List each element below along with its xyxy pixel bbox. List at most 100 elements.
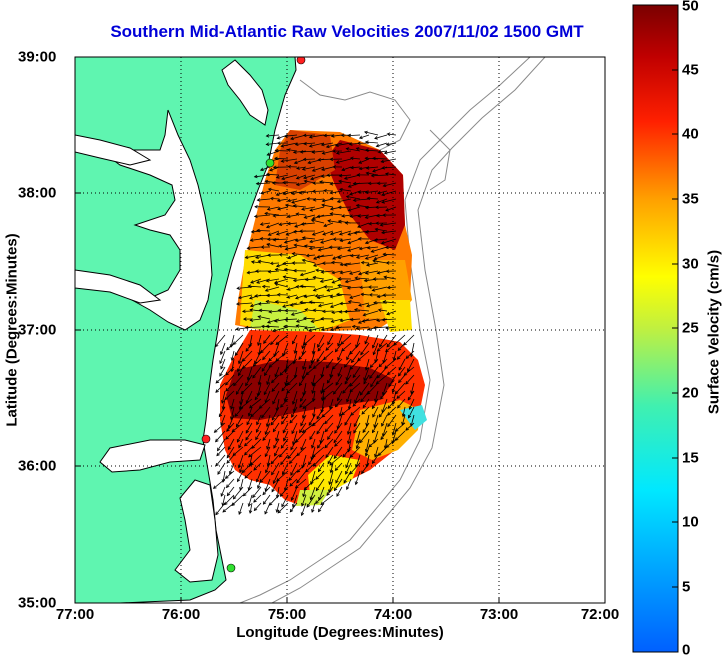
velocity-arrow-head	[405, 355, 410, 359]
velocity-arrow	[300, 390, 307, 402]
velocity-arrow	[299, 398, 307, 408]
velocity-arrow	[410, 342, 415, 357]
colorbar-ticks	[672, 69, 678, 588]
velocity-arrow	[387, 133, 397, 136]
velocity-arrow-head	[357, 320, 362, 324]
velocity-arrow-head	[401, 413, 406, 418]
velocity-arrow	[313, 309, 325, 312]
velocity-arrow	[319, 181, 334, 184]
velocity-arrow	[311, 446, 316, 460]
velocity-arrow	[284, 318, 298, 321]
velocity-arrow	[384, 150, 397, 154]
velocity-arrow	[233, 334, 244, 345]
velocity-arrow	[261, 325, 271, 328]
velocity-arrow	[231, 358, 235, 372]
velocity-arrow	[238, 350, 244, 364]
velocity-arrow-head	[335, 160, 340, 164]
velocity-arrow	[355, 454, 361, 468]
velocity-arrow-head	[277, 509, 282, 514]
velocity-arrow-head	[278, 244, 283, 249]
velocity-arrow-head	[250, 229, 255, 234]
velocity-arrow	[384, 358, 397, 369]
james-river	[75, 269, 162, 304]
velocity-arrow-head	[323, 133, 327, 138]
velocity-arrow-head	[235, 423, 240, 428]
velocity-arrow-head	[355, 255, 360, 259]
velocity-arrow	[226, 486, 235, 496]
velocity-arrow-head	[357, 190, 362, 194]
velocity-arrow-head	[338, 310, 343, 314]
velocity-arrow-head	[268, 309, 273, 314]
velocity-arrow-head	[308, 135, 313, 139]
velocity-arrow	[340, 270, 352, 274]
velocity-arrow-head	[320, 409, 324, 414]
velocity-arrow	[321, 382, 334, 393]
velocity-arrow-head	[364, 140, 369, 144]
x-tick-label: 74:00	[373, 606, 413, 623]
velocity-arrow-head	[336, 199, 341, 204]
station-marker-north[interactable]	[296, 56, 306, 65]
velocity-arrow	[301, 206, 316, 210]
velocity-arrow	[285, 374, 289, 386]
velocity-arrow-head	[325, 347, 329, 351]
velocity-arrow-head	[232, 341, 237, 345]
velocity-arrow-head	[375, 221, 379, 226]
velocity-arrow	[344, 310, 361, 313]
velocity-arrow	[261, 406, 271, 418]
velocity-arrow	[273, 214, 289, 217]
velocity-arrow-head	[298, 356, 302, 361]
colorbar-tick-label: 45	[682, 61, 699, 79]
x-tick-label: 73:00	[479, 606, 519, 623]
velocity-arrow	[248, 285, 262, 288]
velocity-arrow-head	[344, 279, 349, 284]
velocity-arrow	[302, 237, 316, 240]
velocity-arrow-head	[398, 379, 402, 384]
velocity-arrow-head	[249, 462, 254, 466]
velocity-arrow	[387, 366, 397, 375]
velocity-arrow-head	[267, 253, 271, 257]
velocity-arrow-head	[382, 183, 387, 188]
velocity-arrow	[373, 342, 379, 355]
velocity-arrow	[271, 406, 280, 421]
velocity-arrow	[348, 398, 352, 410]
velocity-arrow-head	[281, 503, 285, 508]
velocity-arrow	[337, 254, 352, 259]
velocity-arrow-head	[335, 381, 339, 386]
velocity-arrow-head	[253, 174, 258, 179]
station-marker-mid[interactable]	[265, 158, 275, 168]
velocity-arrow-head	[265, 469, 269, 474]
station-marker-south[interactable]	[201, 434, 211, 444]
velocity-arrow	[215, 430, 226, 442]
velocity-arrow-head	[369, 375, 373, 379]
velocity-arrow	[296, 446, 307, 456]
velocity-arrow-head	[279, 372, 284, 376]
velocity-arrow-head	[300, 222, 305, 226]
velocity-arrow	[316, 350, 325, 362]
velocity-arrow-head	[264, 510, 268, 515]
velocity-arrow	[380, 222, 397, 226]
velocity-arrow-head	[385, 326, 389, 330]
velocity-arrow	[229, 462, 235, 475]
velocity-arrow-head	[287, 455, 292, 460]
velocity-arrow	[302, 486, 307, 497]
velocity-arrow	[321, 366, 325, 377]
velocity-arrow-head	[335, 325, 339, 330]
velocity-arrow-head	[246, 246, 251, 250]
velocity-arrow	[275, 334, 289, 345]
velocity-arrow	[302, 166, 316, 170]
velocity-arrow-head	[311, 150, 316, 154]
velocity-arrow	[327, 286, 343, 292]
y-tick-label: 38:00	[18, 184, 57, 202]
velocity-arrow	[365, 190, 379, 193]
station-marker-hatteras[interactable]	[226, 563, 236, 573]
velocity-arrow-head	[213, 429, 218, 433]
velocity-arrow-head	[282, 191, 287, 196]
velocity-arrow	[318, 502, 325, 512]
velocity-arrow-head	[274, 148, 279, 153]
velocity-arrow-head	[263, 340, 267, 344]
velocity-arrow	[215, 382, 226, 393]
velocity-arrow-head	[282, 275, 287, 279]
velocity-arrow-head	[316, 214, 321, 219]
velocity-arrow-head	[374, 398, 378, 403]
velocity-arrow	[329, 470, 334, 485]
